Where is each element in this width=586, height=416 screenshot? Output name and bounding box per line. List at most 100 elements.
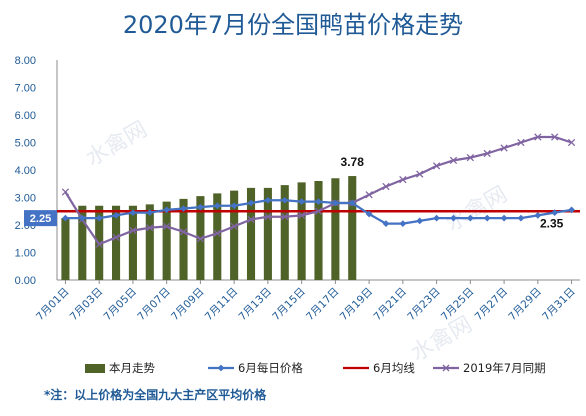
bar-mark: [314, 181, 323, 280]
marker-june-daily: [146, 209, 154, 217]
bar-mark: [111, 205, 121, 280]
marker-june-daily: [517, 214, 525, 222]
y-tick-label: 5.00: [15, 138, 36, 150]
marker-2019: [213, 229, 221, 237]
bar-mark: [348, 176, 357, 280]
marker-june-daily: [568, 206, 575, 214]
y-tick-label: 1.00: [15, 248, 36, 260]
marker-2019: [264, 213, 272, 221]
marker-2019: [146, 224, 154, 232]
marker-june-daily: [180, 205, 187, 212]
marker-june-daily: [230, 202, 238, 210]
marker-2019: [163, 222, 171, 231]
bar-mark: [230, 190, 239, 280]
marker-2019: [365, 191, 373, 199]
marker-june-daily: [483, 214, 491, 222]
marker-2019: [551, 133, 559, 141]
marker-june-daily: [466, 214, 474, 222]
marker-2019: [432, 162, 441, 170]
marker-june-daily: [163, 206, 171, 214]
marker-june-daily: [450, 214, 457, 222]
marker-2019: [483, 149, 491, 158]
marker-june-daily: [315, 198, 322, 206]
marker-june-daily: [247, 199, 255, 207]
marker-2019: [534, 133, 542, 141]
bar-mark: [331, 178, 340, 280]
legend-label: 本月走势: [109, 361, 155, 375]
line-end-label: 2.35: [540, 216, 564, 230]
bar-mark: [179, 198, 188, 280]
legend-label: 6月均线: [373, 361, 415, 375]
marker-2019: [230, 222, 238, 231]
marker-2019: [112, 233, 120, 242]
marker-june-daily: [197, 203, 204, 211]
marker-june-daily: [62, 214, 69, 222]
marker-june-daily: [416, 217, 424, 225]
legend-label: 2019年7月同期: [463, 361, 546, 375]
marker-june-daily: [534, 211, 542, 219]
marker-june-daily: [500, 214, 508, 222]
marker-june-daily: [264, 196, 272, 204]
marker-2019: [466, 153, 474, 162]
marker-2019: [95, 240, 103, 248]
legend-swatch-bar: [85, 364, 105, 373]
marker-2019: [129, 226, 137, 235]
marker-june-daily: [399, 220, 407, 228]
chart-title: 2020年7月份全国鸭苗价格走势: [123, 11, 463, 39]
bar-mark: [78, 205, 87, 280]
bar-mark: [213, 193, 222, 280]
bar-mark: [280, 185, 289, 280]
marker-2019: [281, 213, 289, 221]
marker-june-daily: [348, 199, 356, 207]
avg-label-box: [24, 210, 57, 227]
marker-2019: [314, 207, 323, 215]
marker-2019: [500, 144, 508, 152]
data-labels: 3.78 2.25 2.35: [24, 155, 564, 230]
marker-2019: [567, 138, 576, 147]
y-tick-label: 0.00: [15, 275, 36, 287]
bar-mark: [61, 218, 70, 280]
marker-2019: [297, 211, 306, 220]
marker-2019: [517, 138, 525, 147]
line-series: [57, 133, 580, 248]
marker-2019: [382, 182, 390, 191]
y-axis-ticks: 0.001.002.003.004.005.006.007.008.00: [15, 55, 36, 287]
marker-june-daily: [331, 199, 339, 207]
marker-2019: [416, 170, 424, 178]
marker-2019: [61, 188, 70, 196]
footnote: *注：以上价格为全国九大主产区平均价格: [44, 387, 267, 402]
legend: 本月走势 6月每日价格 6月均线 2019年7月同期: [85, 361, 546, 375]
marker-june-daily: [78, 214, 86, 222]
bar-peak-label: 3.78: [341, 155, 365, 169]
bar-mark: [145, 204, 154, 280]
y-tick-label: 4.00: [15, 165, 36, 177]
legend-marker: [442, 364, 450, 372]
bar-mark: [297, 182, 306, 280]
bar-mark: [128, 205, 137, 280]
marker-june-daily: [382, 220, 390, 228]
marker-june-daily: [298, 198, 306, 206]
marker-june-daily: [551, 209, 559, 217]
marker-june-daily: [112, 211, 120, 219]
marker-june-daily: [433, 214, 440, 222]
legend-marker: [217, 364, 225, 372]
marker-june-daily: [213, 202, 221, 210]
marker-june-daily: [365, 210, 373, 218]
bar-mark: [162, 201, 171, 280]
y-tick-label: 7.00: [15, 83, 36, 95]
y-tick-label: 8.00: [15, 55, 36, 67]
marker-2019: [196, 235, 205, 243]
legend-label: 6月每日价格: [238, 361, 303, 375]
marker-june-daily: [129, 209, 137, 217]
marker-2019: [399, 175, 407, 184]
bar-mark: [263, 187, 272, 280]
marker-june-daily: [281, 196, 289, 204]
marker-2019: [247, 215, 255, 224]
marker-2019: [449, 156, 458, 165]
marker-2019: [179, 228, 188, 236]
y-tick-label: 3.00: [15, 193, 36, 205]
y-tick-label: 6.00: [15, 110, 36, 122]
marker-june-daily: [95, 214, 103, 222]
